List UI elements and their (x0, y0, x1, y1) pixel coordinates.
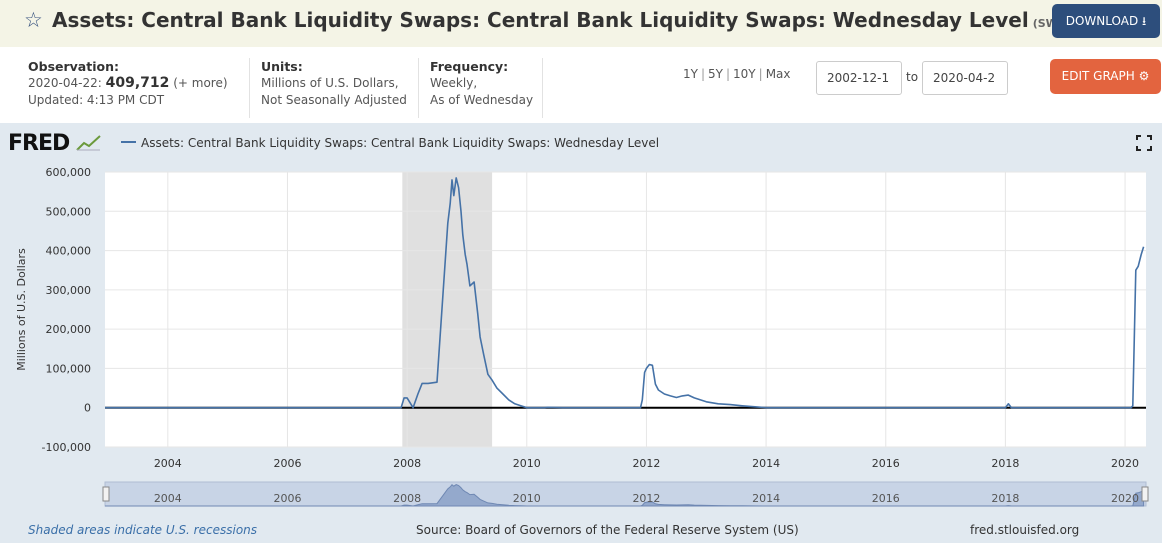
download-button[interactable]: DOWNLOAD ⭳ (1052, 4, 1160, 38)
y-tick-label: 100,000 (46, 362, 92, 375)
plot-area (105, 172, 1146, 447)
divider (249, 58, 250, 118)
units-label: Units: (261, 59, 303, 74)
frequency-box: Frequency: Weekly, As of Wednesday (430, 58, 533, 109)
frequency-line1: Weekly, (430, 76, 478, 90)
fred-chart-logo-icon (76, 135, 101, 151)
series-title: Assets: Central Bank Liquidity Swaps: Ce… (52, 8, 1029, 32)
y-tick-label: 500,000 (46, 205, 92, 218)
start-date-input[interactable]: 2002-12-1 (816, 61, 902, 95)
y-tick-label: -100,000 (42, 441, 91, 454)
navigator-tick-label: 2014 (752, 492, 780, 505)
recession-note[interactable]: Shaded areas indicate U.S. recessions (28, 523, 258, 537)
navigator-tick-label: 2020 (1111, 492, 1139, 505)
observation-date: 2020-04-22: (28, 76, 102, 90)
navigator-tick-label: 2016 (872, 492, 900, 505)
site-link[interactable]: fred.stlouisfed.org (970, 523, 1080, 537)
navigator-window (104, 481, 1147, 507)
end-date-input[interactable]: 2020-04-2 (922, 61, 1008, 95)
recession-band (402, 172, 493, 447)
frequency-label: Frequency: (430, 59, 509, 74)
range-10y-link[interactable]: 10Y (733, 67, 756, 81)
frequency-line2: As of Wednesday (430, 93, 534, 107)
range-links: 1Y | 5Y | 10Y | Max (683, 67, 791, 81)
range-5y-link[interactable]: 5Y (708, 67, 723, 81)
x-tick-label: 2014 (752, 457, 780, 470)
units-line1: Millions of U.S. Dollars, (261, 76, 399, 90)
y-tick-label: 0 (84, 402, 91, 415)
fullscreen-icon[interactable] (1136, 135, 1152, 151)
legend-label: Assets: Central Bank Liquidity Swaps: Ce… (141, 136, 659, 150)
navigator-handle[interactable] (102, 486, 110, 502)
navigator-handle[interactable] (1141, 486, 1149, 502)
to-label: to (906, 70, 919, 84)
range-max-link[interactable]: Max (765, 67, 791, 81)
observation-value: 409,712 (105, 75, 170, 91)
source-note: Source: Board of Governors of the Federa… (416, 523, 799, 537)
star-outline-icon[interactable]: ☆ (24, 8, 43, 32)
y-tick-label: 400,000 (46, 245, 92, 258)
x-tick-label: 2012 (632, 457, 660, 470)
title-bar: ☆ Assets: Central Bank Liquidity Swaps: … (0, 0, 1162, 47)
observation-box: Observation: 2020-04-22: 409,712 (+ more… (28, 58, 248, 109)
units-line2: Not Seasonally Adjusted (261, 93, 407, 107)
download-label: DOWNLOAD (1065, 14, 1139, 28)
y-tick-label: 300,000 (46, 284, 92, 297)
updated-time: Updated: 4:13 PM CDT (28, 93, 165, 107)
fred-logo-text: FRED (8, 131, 70, 156)
y-tick-label: 600,000 (46, 166, 92, 179)
chart: Assets: Central Bank Liquidity Swaps: Ce… (15, 136, 1149, 507)
navigator-series (105, 483, 1145, 507)
edit-graph-label: EDIT GRAPH (1061, 69, 1135, 83)
x-tick-label: 2004 (154, 457, 182, 470)
divider (542, 58, 543, 118)
navigator-tick-label: 2012 (632, 492, 660, 505)
navigator-tick-label: 2006 (273, 492, 301, 505)
series-line (105, 177, 1145, 409)
x-tick-label: 2016 (872, 457, 900, 470)
units-box: Units: Millions of U.S. Dollars, Not Sea… (261, 58, 407, 109)
chart-panel: Assets: Central Bank Liquidity Swaps: Ce… (0, 123, 1162, 543)
x-tick-label: 2006 (273, 457, 301, 470)
y-tick-label: 200,000 (46, 323, 92, 336)
download-icon: ⭳ (1142, 14, 1147, 28)
navigator-tick-label: 2010 (513, 492, 541, 505)
x-tick-label: 2010 (513, 457, 541, 470)
navigator-tick-label: 2018 (991, 492, 1019, 505)
page-title: Assets: Central Bank Liquidity Swaps: Ce… (52, 8, 1078, 32)
range-1y-link[interactable]: 1Y (683, 67, 698, 81)
x-tick-label: 2020 (1111, 457, 1139, 470)
y-axis-label: Millions of U.S. Dollars (15, 248, 28, 371)
x-tick-label: 2018 (991, 457, 1019, 470)
observation-label: Observation: (28, 59, 119, 74)
fred-logo: FRED (8, 131, 102, 156)
divider (418, 58, 419, 118)
navigator-tick-label: 2008 (393, 492, 421, 505)
gear-icon: ⚙ (1138, 69, 1150, 83)
edit-graph-button[interactable]: EDIT GRAPH ⚙ (1050, 59, 1161, 94)
observation-more-link[interactable]: (+ more) (173, 76, 228, 90)
x-tick-label: 2008 (393, 457, 421, 470)
navigator-tick-label: 2004 (154, 492, 182, 505)
